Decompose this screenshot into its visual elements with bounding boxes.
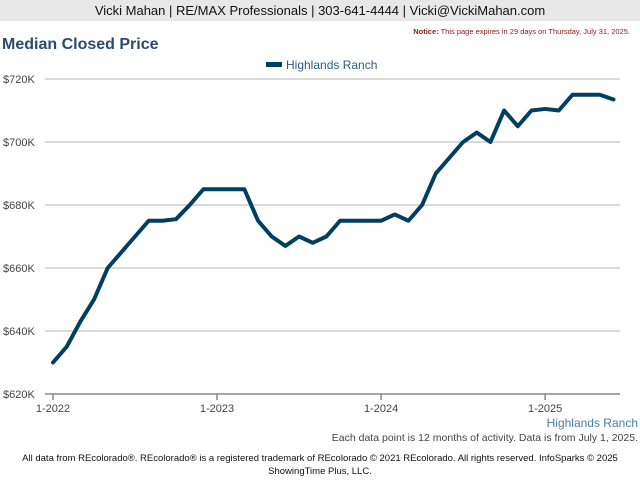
y-tick-label: $680K <box>3 200 35 212</box>
series-line-highlands-ranch <box>51 92 616 365</box>
y-tick-label: $640K <box>3 326 35 338</box>
footer: All data from REcolorado®. REcolorado® i… <box>0 452 640 478</box>
y-tick-label: $720K <box>3 74 35 86</box>
y-tick-label: $700K <box>3 137 35 149</box>
legend: Highlands Ranch <box>266 58 377 72</box>
notice-label: Notice: <box>413 27 439 36</box>
x-tick-label: 1-2025 <box>528 403 562 415</box>
copyright-line-2: ShowingTime Plus, LLC. <box>268 466 372 477</box>
legend-label: Highlands Ranch <box>286 58 377 72</box>
x-tick-label: 1-2022 <box>36 403 70 415</box>
contact-header: Vicki Mahan | RE/MAX Professionals | 303… <box>0 0 640 21</box>
y-tick-label: $660K <box>3 263 35 275</box>
x-axis-series-label: Highlands Ranch <box>547 416 638 430</box>
y-tick-label: $620K <box>3 389 35 401</box>
notice-text: This page expires in 29 days on Thursday… <box>440 27 630 36</box>
x-tick-label: 1-2024 <box>364 403 398 415</box>
x-tick-label: 1-2023 <box>200 403 234 415</box>
copyright-line-1: All data from REcolorado®. REcolorado® i… <box>22 453 618 464</box>
expiry-notice: Notice: This page expires in 29 days on … <box>413 27 630 36</box>
data-note: Each data point is 12 months of activity… <box>331 432 638 444</box>
legend-swatch <box>266 62 282 67</box>
chart-title: Median Closed Price <box>2 36 159 53</box>
